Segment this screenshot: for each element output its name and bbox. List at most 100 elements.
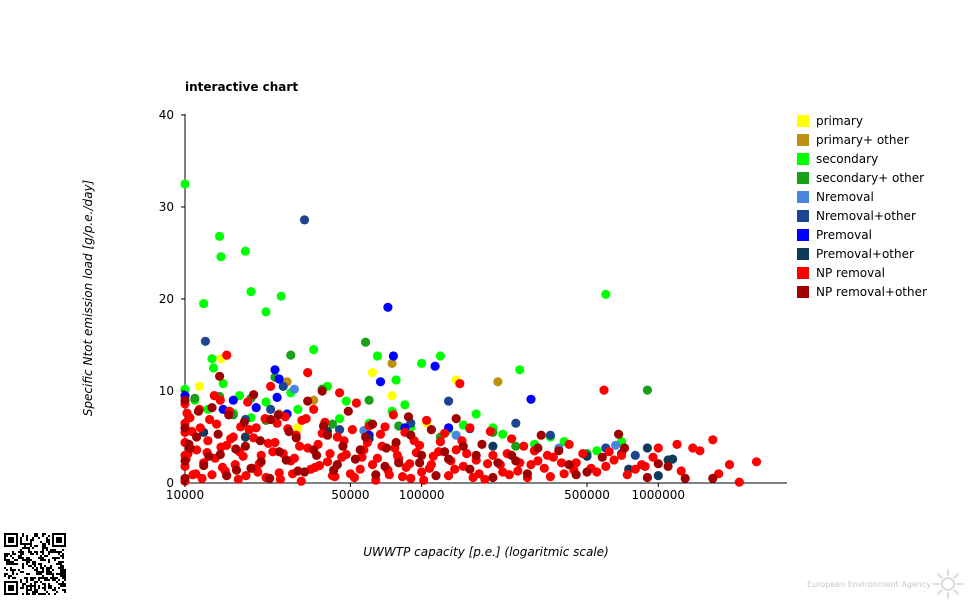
data-point[interactable] (256, 457, 266, 467)
data-point[interactable] (222, 471, 232, 481)
data-point[interactable] (571, 470, 581, 480)
data-point[interactable] (539, 463, 549, 473)
data-point[interactable] (451, 445, 461, 455)
data-point[interactable] (680, 473, 690, 483)
data-point[interactable] (380, 461, 390, 471)
data-point[interactable] (212, 419, 222, 429)
data-point[interactable] (322, 430, 333, 440)
data-point[interactable] (293, 404, 303, 414)
data-point[interactable] (190, 393, 200, 403)
data-point[interactable] (564, 460, 574, 470)
data-point[interactable] (471, 409, 481, 419)
data-point[interactable] (592, 446, 602, 456)
data-point[interactable] (507, 434, 517, 444)
data-point[interactable] (394, 458, 404, 468)
data-point[interactable] (243, 397, 253, 407)
data-point[interactable] (207, 470, 217, 480)
data-point[interactable] (192, 432, 202, 442)
data-point[interactable] (440, 428, 450, 438)
data-point[interactable] (216, 252, 226, 262)
data-point[interactable] (289, 453, 299, 463)
data-point[interactable] (488, 472, 498, 483)
data-point[interactable] (604, 447, 614, 457)
data-point[interactable] (303, 368, 313, 378)
data-point[interactable] (511, 441, 521, 451)
data-point[interactable] (451, 414, 461, 424)
data-point[interactable] (424, 463, 435, 473)
data-point[interactable] (231, 444, 241, 454)
data-point[interactable] (253, 467, 263, 477)
data-point[interactable] (274, 374, 284, 384)
data-point[interactable] (526, 394, 536, 404)
data-point[interactable] (391, 375, 401, 385)
data-point[interactable] (291, 433, 301, 443)
data-point[interactable] (351, 398, 361, 408)
data-point[interactable] (286, 350, 296, 360)
data-point[interactable] (708, 473, 718, 483)
data-point[interactable] (343, 406, 353, 416)
data-point[interactable] (261, 307, 271, 317)
data-point[interactable] (545, 430, 556, 440)
data-point[interactable] (493, 458, 503, 468)
data-point[interactable] (387, 358, 397, 368)
data-point[interactable] (471, 450, 481, 460)
data-point[interactable] (266, 404, 276, 414)
data-point[interactable] (511, 456, 521, 466)
data-point[interactable] (255, 436, 265, 446)
data-point[interactable] (504, 470, 514, 480)
data-point[interactable] (231, 465, 242, 475)
data-point[interactable] (597, 452, 607, 462)
data-point[interactable] (188, 470, 198, 480)
data-point[interactable] (180, 395, 190, 405)
data-point[interactable] (622, 470, 632, 480)
data-point[interactable] (392, 450, 402, 460)
data-point[interactable] (533, 443, 543, 453)
data-point[interactable] (372, 351, 382, 361)
data-point[interactable] (668, 454, 678, 464)
data-point[interactable] (180, 473, 190, 483)
data-point[interactable] (222, 350, 232, 360)
data-point[interactable] (380, 422, 390, 432)
data-point[interactable] (578, 449, 588, 459)
data-point[interactable] (513, 466, 523, 476)
data-point[interactable] (233, 474, 243, 484)
data-point[interactable] (458, 441, 468, 451)
data-point[interactable] (205, 414, 215, 425)
data-point[interactable] (480, 474, 490, 484)
data-point[interactable] (493, 377, 503, 387)
data-point[interactable] (430, 361, 440, 371)
data-point[interactable] (270, 437, 280, 448)
data-point[interactable] (391, 437, 401, 448)
data-point[interactable] (309, 345, 319, 355)
data-point[interactable] (468, 472, 478, 483)
data-point[interactable] (335, 425, 345, 435)
data-point[interactable] (327, 419, 338, 429)
data-point[interactable] (642, 472, 653, 483)
data-point[interactable] (708, 435, 718, 445)
data-point[interactable] (284, 426, 294, 437)
data-point[interactable] (338, 441, 348, 451)
data-point[interactable] (406, 473, 416, 483)
data-point[interactable] (465, 464, 475, 474)
data-point[interactable] (209, 391, 219, 401)
data-point[interactable] (266, 414, 276, 425)
data-point[interactable] (213, 429, 223, 439)
data-point[interactable] (184, 439, 194, 449)
data-point[interactable] (199, 299, 209, 309)
data-point[interactable] (367, 460, 378, 470)
data-point[interactable] (322, 457, 333, 467)
data-point[interactable] (309, 445, 319, 455)
data-point[interactable] (182, 408, 192, 418)
data-point[interactable] (519, 441, 529, 451)
data-point[interactable] (383, 302, 393, 312)
data-point[interactable] (226, 434, 236, 444)
data-point[interactable] (301, 414, 311, 424)
data-point[interactable] (511, 418, 521, 428)
data-point[interactable] (426, 425, 436, 435)
data-point[interactable] (350, 454, 360, 464)
legend-item[interactable]: NP removal+other (797, 282, 927, 301)
data-point[interactable] (536, 430, 546, 440)
data-point[interactable] (515, 365, 525, 375)
data-point[interactable] (335, 388, 345, 398)
data-point[interactable] (371, 470, 381, 480)
